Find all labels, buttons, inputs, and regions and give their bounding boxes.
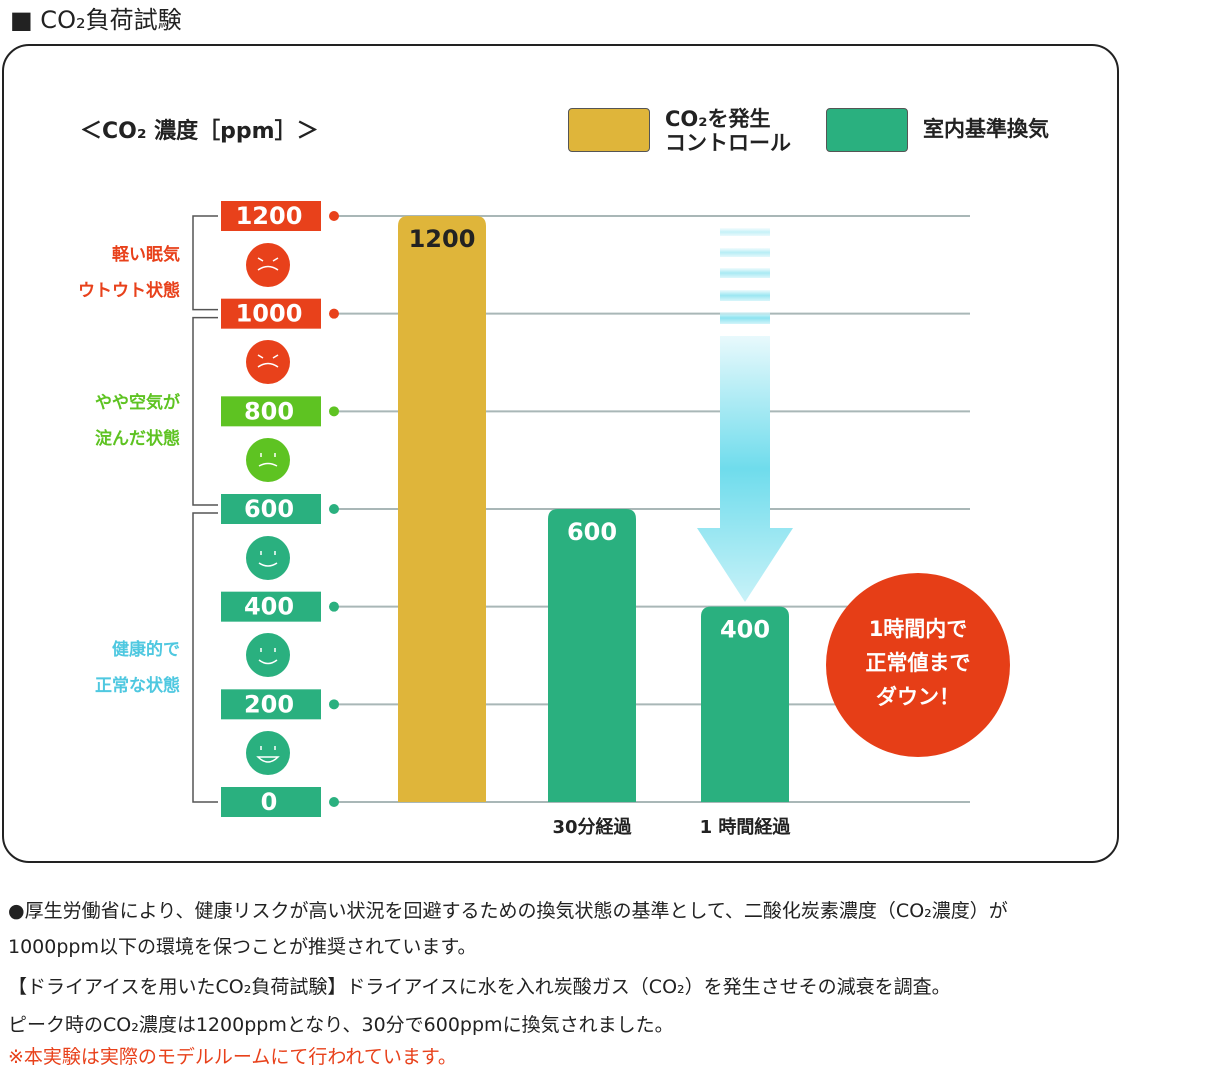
note: 1000ppm以下の環境を保つことが推奨されています。 [8, 936, 477, 958]
band-bracket [192, 316, 218, 506]
x-tick-label: 30分経過 [552, 816, 632, 838]
faces [246, 243, 290, 775]
tick-dot [329, 308, 339, 319]
y-tick-label: 600 [244, 495, 294, 523]
band-bracket [192, 512, 218, 803]
annotation: 1時間内で 正常値まで ダウン！ [865, 617, 971, 709]
y-tick-label: 200 [244, 690, 294, 718]
y-tick-box [221, 494, 321, 524]
legend-swatch [568, 108, 650, 152]
y-tick-label: 400 [244, 593, 294, 621]
note: ピーク時のCO₂濃度は1200ppmとなり、30分で600ppmに換気されました… [8, 1014, 674, 1036]
y-tick-label: 1200 [236, 202, 303, 230]
bar [398, 216, 486, 802]
note: ●厚生労働省により、健康リスクが高い状況を回避するための換気状態の基準として、二… [8, 900, 1008, 922]
tick-dot [329, 601, 339, 612]
legend-swatch [826, 108, 908, 152]
down-arrow [697, 228, 793, 602]
bar-value-label: 400 [720, 616, 770, 644]
bar [548, 509, 636, 802]
tick-dot [329, 504, 339, 514]
bar-value-label: 1200 [409, 225, 476, 253]
page-title: ■ CO₂負荷試験 [10, 6, 182, 34]
annotation-circle [826, 573, 1010, 757]
note: ※本実験は実際のモデルルームにて行われています。 [8, 1046, 457, 1068]
y-tick-box [221, 689, 321, 720]
band-bracket [192, 215, 218, 311]
y-axis-label: ＜CO₂ 濃度［ppm］＞ [80, 119, 319, 144]
tick-dot [329, 211, 339, 221]
legend-label: 室内基準換気 [923, 117, 1049, 141]
tick-dot [329, 406, 339, 417]
band-label: 軽い眠気 ウトウト状態 [78, 244, 180, 301]
legend-label: CO₂を発生 コントロール [665, 107, 791, 155]
y-tick-label: 1000 [236, 300, 303, 328]
tick-dot [329, 797, 339, 807]
band-label: やや空気が 淀んだ状態 [95, 393, 180, 450]
band-label: 健康的で 正常な状態 [95, 639, 180, 696]
bar [701, 606, 789, 802]
y-tick-label: 800 [244, 397, 294, 425]
x-tick-label: 1 時間経過 [700, 816, 792, 838]
y-tick-box [221, 591, 321, 622]
y-tick-box [221, 787, 321, 817]
y-tick-box [221, 396, 321, 427]
y-tick-label: 0 [261, 788, 278, 816]
tick-dot [329, 699, 339, 710]
y-tick-box [221, 201, 321, 231]
note: 【ドライアイスを用いたCO₂負荷試験】ドライアイスに水を入れ炭酸ガス（CO₂）を… [8, 976, 951, 998]
y-tick-box [221, 298, 321, 329]
bar-value-label: 600 [567, 518, 617, 546]
